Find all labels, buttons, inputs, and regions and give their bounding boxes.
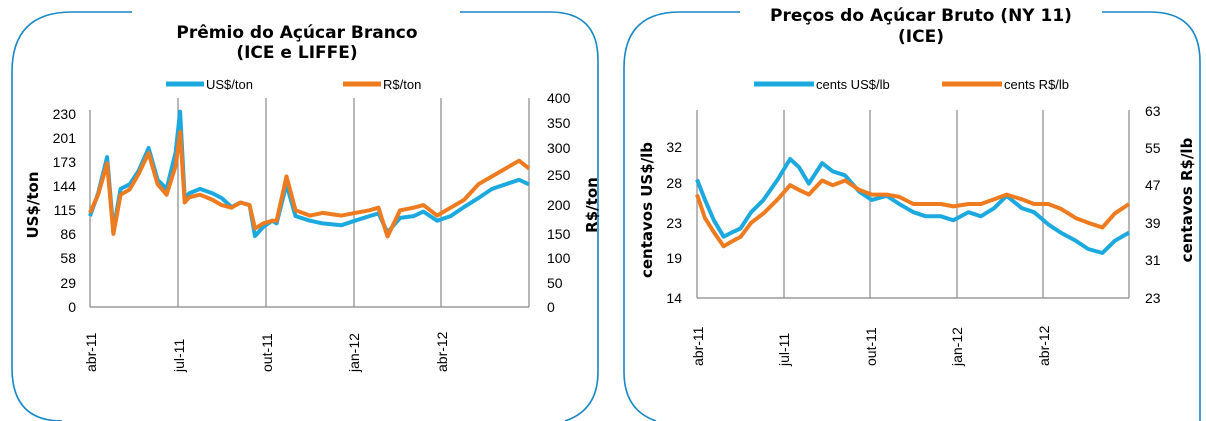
panel-white-sugar: Prêmio do Açúcar Branco (ICE e LIFFE) US… xyxy=(11,11,601,421)
panel-raw-sugar: Preços do Açúcar Bruto (NY 11) (ICE) cen… xyxy=(623,6,1201,421)
y2-tick-label: 50 xyxy=(547,275,563,291)
x-tick-label: abr-12 xyxy=(1036,325,1052,366)
series-line-cents-brl-lb xyxy=(695,178,1131,249)
legend-label-usd: cents US$/lb xyxy=(816,77,890,92)
chart-title-line1: Prêmio do Açúcar Branco xyxy=(176,23,417,43)
y2-tick-label: 350 xyxy=(547,115,571,131)
y-axis-left-ticks: 0 29 58 86 115 144 173 201 230 xyxy=(53,106,77,315)
y-tick-label: 32 xyxy=(666,139,682,155)
y-axis-right-label: centavos R$/lb xyxy=(1178,137,1196,262)
x-axis-ticks: abr-11 jul-11 out-11 jan-12 abr-12 xyxy=(83,331,450,373)
y-tick-label: 14 xyxy=(666,290,682,306)
panel-frame-left-right-side xyxy=(460,11,599,421)
y2-tick-label: 31 xyxy=(1145,252,1161,268)
x-tick-label: out-11 xyxy=(259,333,275,372)
y-tick-label: 115 xyxy=(54,202,77,218)
x-axis-ticks: abr-11 jul-11 out-11 jan-12 abr-12 xyxy=(690,325,1052,367)
y-tick-label: 23 xyxy=(666,215,682,231)
y-tick-label: 19 xyxy=(666,250,682,266)
y-tick-label: 28 xyxy=(666,175,682,191)
y2-tick-label: 100 xyxy=(547,250,571,266)
y2-tick-label: 55 xyxy=(1145,140,1161,156)
y-tick-label: 58 xyxy=(60,250,76,266)
legend-label-usd: US$/ton xyxy=(206,77,253,92)
x-tick-label: abr-11 xyxy=(690,326,706,366)
y2-tick-label: 400 xyxy=(547,90,571,106)
y2-tick-label: 300 xyxy=(547,140,571,156)
panel-frame-right-right-side xyxy=(1102,11,1201,421)
y2-tick-label: 0 xyxy=(547,299,555,315)
y2-tick-label: 150 xyxy=(547,226,571,242)
legend: US$/ton R$/ton xyxy=(166,77,421,92)
y-axis-right-ticks: 0 50 100 150 200 250 300 350 400 xyxy=(547,90,571,315)
x-tick-label: jul-11 xyxy=(776,333,792,367)
chart-title-line1: Preços do Açúcar Bruto (NY 11) xyxy=(770,6,1072,26)
series-line-cents-usd-lb xyxy=(695,157,1131,255)
y2-tick-label: 200 xyxy=(547,197,571,213)
y2-tick-label: 47 xyxy=(1145,177,1161,193)
y-tick-label: 230 xyxy=(53,106,77,122)
x-tick-label: jul-11 xyxy=(171,339,187,373)
chart-title-line2: (ICE e LIFFE) xyxy=(236,43,357,63)
y-tick-label: 86 xyxy=(60,226,76,242)
y-axis-left-ticks: 14 19 23 28 32 xyxy=(666,139,682,306)
y2-tick-label: 23 xyxy=(1145,290,1161,306)
y-axis-left-label: US$/ton xyxy=(24,171,42,238)
y-tick-label: 173 xyxy=(53,154,77,170)
y-tick-label: 29 xyxy=(60,275,76,291)
y-axis-left-label: centavos US$/lb xyxy=(638,142,656,278)
x-tick-label: abr-12 xyxy=(434,331,450,372)
x-tick-label: abr-11 xyxy=(83,332,99,372)
chart-title-line2: (ICE) xyxy=(898,27,944,47)
panel-frame-left xyxy=(11,11,132,421)
y-tick-label: 201 xyxy=(53,130,77,146)
y2-tick-label: 250 xyxy=(547,167,571,183)
x-tick-label: jan-12 xyxy=(949,327,965,367)
x-tick-label: out-11 xyxy=(863,327,879,366)
legend: cents US$/lb cents R$/lb xyxy=(754,77,1069,92)
panel-frame-right xyxy=(623,11,740,421)
legend-label-brl: cents R$/lb xyxy=(1004,77,1069,92)
y-tick-label: 0 xyxy=(68,299,76,315)
y-axis-right-ticks: 23 31 39 47 55 63 xyxy=(1145,103,1161,306)
y2-tick-label: 39 xyxy=(1145,215,1161,231)
y2-tick-label: 63 xyxy=(1145,103,1161,119)
y-axis-right-label: R$/ton xyxy=(583,177,601,233)
y-tick-label: 144 xyxy=(53,178,77,194)
legend-label-brl: R$/ton xyxy=(383,77,421,92)
x-tick-label: jan-12 xyxy=(346,333,362,373)
series-line-brl-ton xyxy=(88,130,531,239)
